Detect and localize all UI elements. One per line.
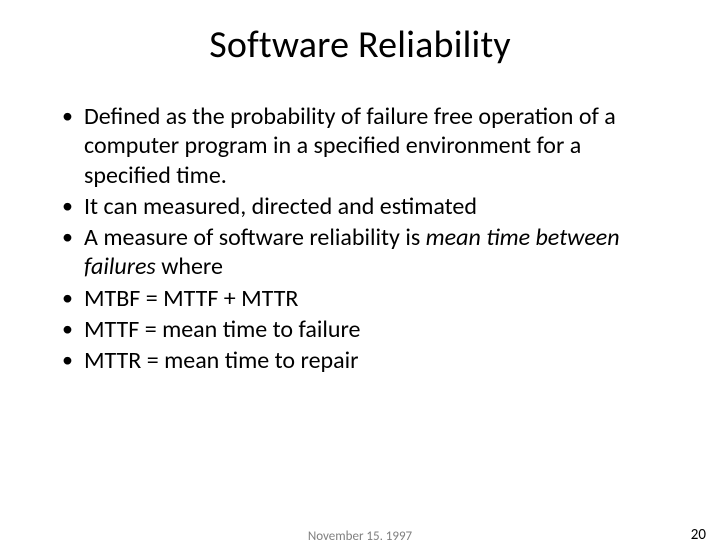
footer-page-number: 20 (691, 526, 706, 540)
bullet-item: MTTR = mean time to repair (58, 346, 662, 375)
slide-body: Defined as the probability of failure fr… (0, 102, 720, 375)
bullet-text: A measure of software reliability is (84, 223, 426, 252)
bullet-item: Defined as the probability of failure fr… (58, 102, 662, 190)
bullet-item: A measure of software reliability is mea… (58, 223, 662, 282)
bullet-item: MTBF = MTTF + MTTR (58, 284, 662, 313)
slide: Software Reliability Defined as the prob… (0, 22, 720, 540)
bullet-list: Defined as the probability of failure fr… (58, 102, 662, 375)
bullet-item: It can measured, directed and estimated (58, 192, 662, 221)
slide-title: Software Reliability (0, 22, 720, 68)
bullet-text: where (156, 252, 223, 281)
bullet-item: MTTF = mean time to failure (58, 315, 662, 344)
footer-date: November 15, 1997 (0, 529, 720, 540)
